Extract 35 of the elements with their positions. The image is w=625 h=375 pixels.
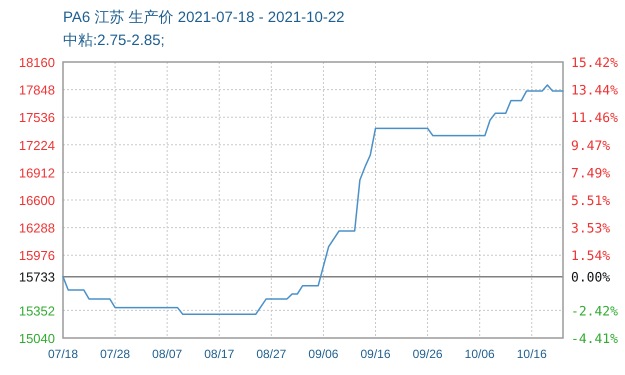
x-tick-label: 09/16 — [360, 347, 391, 361]
y-tick-label: 17224 — [18, 138, 55, 153]
chart-title: PA6 江苏 生产价 2021-07-18 - 2021-10-22 — [63, 9, 345, 26]
y2-tick-label: -4.41% — [571, 332, 618, 347]
line-series — [62, 84, 564, 316]
y-tick-label: 18160 — [18, 55, 55, 70]
x-tick-label: 10/06 — [464, 347, 496, 361]
y2-tick-label: 3.53% — [571, 221, 610, 236]
y2-tick-label: 7.49% — [571, 166, 610, 182]
y2-tick-label: 1.54% — [571, 249, 610, 264]
x-tick-label: 07/18 — [48, 347, 78, 361]
x-tick-label: 08/07 — [152, 347, 183, 361]
y-tick-label: 15352 — [18, 303, 55, 318]
x-tick-label: 09/06 — [308, 347, 339, 361]
y-tick-label: 17536 — [18, 110, 55, 126]
y2-tick-label: 0.00% — [571, 270, 610, 286]
x-tick-label: 08/17 — [204, 347, 235, 361]
y2-tick-label: 13.44% — [571, 84, 618, 99]
x-tick-label: 08/27 — [256, 347, 287, 361]
x-tick-label: 10/16 — [516, 347, 548, 361]
x-tick-label: 07/28 — [100, 347, 130, 361]
y2-tick-label: 5.51% — [571, 194, 610, 209]
y-tick-label: 17848 — [18, 82, 55, 98]
y2-tick-label: 15.42% — [571, 56, 618, 71]
y-tick-label: 16288 — [18, 220, 55, 236]
y-tick-label: 15733 — [18, 270, 55, 285]
chart-subtitle: 中粘:2.75-2.85; — [63, 32, 165, 49]
y2-tick-label: 9.47% — [571, 138, 610, 154]
y2-tick-label: 11.46% — [571, 111, 618, 126]
y2-tick-label: -2.42% — [571, 304, 618, 320]
y-tick-label: 15976 — [18, 248, 55, 264]
y-tick-label: 15040 — [18, 331, 55, 346]
y-tick-label: 16912 — [18, 165, 55, 180]
y-tick-label: 16600 — [18, 193, 55, 208]
x-tick-label: 09/26 — [412, 347, 443, 361]
